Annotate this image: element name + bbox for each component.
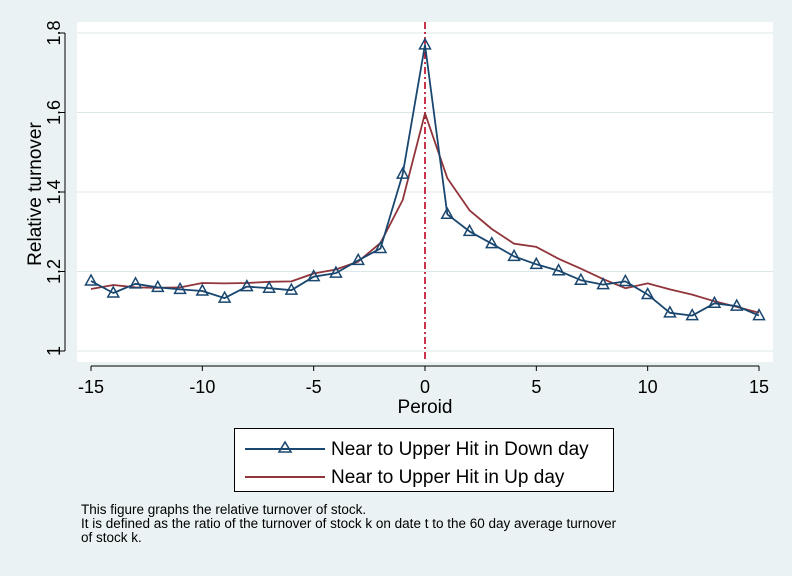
data-point-marker (596, 277, 610, 290)
data-point-marker (618, 273, 633, 287)
y-tick-label: 1 (44, 346, 64, 356)
data-point-marker (395, 166, 410, 179)
x-tick-label: 15 (749, 377, 769, 397)
x-tick-label: -15 (78, 377, 104, 397)
data-point-marker (351, 252, 365, 266)
x-tick-label: 10 (638, 377, 658, 397)
data-point-marker (729, 298, 744, 311)
series-line-up-day (90, 112, 760, 314)
data-point-marker (507, 248, 521, 262)
data-point-marker (173, 281, 187, 295)
x-tick-label: -5 (306, 377, 322, 397)
data-point-marker (418, 37, 432, 50)
data-point-marker (217, 290, 232, 303)
data-point-marker (640, 286, 655, 300)
data-point-marker (373, 240, 388, 254)
legend-item-down-day: Near to Upper Hit in Down day (235, 435, 613, 463)
series-lines (84, 37, 766, 321)
data-point-marker (329, 265, 343, 278)
figure-note: This figure graphs the relative turnover… (81, 503, 761, 545)
axes: 1 1.2 1.4 1.6 1.8 -15 -10 -5 0 5 10 15 (44, 20, 769, 397)
x-axis-label: Peroid (398, 397, 453, 418)
data-point-marker (685, 308, 699, 321)
data-point-marker (440, 206, 455, 220)
data-point-marker (663, 305, 677, 318)
y-tick-label: 1.4 (44, 179, 64, 204)
data-point-marker (262, 280, 276, 293)
data-point-marker (551, 263, 566, 276)
data-point-marker (195, 283, 210, 296)
data-point-marker (529, 256, 544, 270)
x-tick-label: 5 (531, 377, 541, 397)
legend-swatch-line (245, 476, 325, 478)
data-point-marker (106, 285, 121, 298)
legend: Near to Upper Hit in Down day Near to Up… (234, 428, 614, 492)
legend-item-up-day: Near to Upper Hit in Up day (235, 463, 613, 491)
note-line-1: This figure graphs the relative turnover… (81, 502, 367, 517)
data-point-marker (240, 279, 254, 292)
x-tick-label: 0 (420, 377, 430, 397)
data-point-marker (485, 236, 499, 249)
data-point-marker (306, 269, 321, 282)
series-line-down-day (90, 44, 760, 317)
note-line-3: of stock k. (81, 530, 142, 545)
y-tick-label: 1.6 (44, 100, 64, 125)
legend-swatch-triangle-line (245, 440, 325, 453)
note-line-2: It is defined as the ratio of the turnov… (81, 516, 617, 531)
y-tick-label: 1.8 (44, 20, 64, 45)
y-axis-label: Relative turnover (25, 122, 46, 266)
legend-label-down-day: Near to Upper Hit in Down day (331, 439, 589, 460)
data-point-marker (128, 276, 143, 289)
y-tick-label: 1.2 (44, 259, 64, 284)
data-point-marker (752, 308, 766, 321)
data-point-marker (707, 295, 722, 309)
data-point-marker (84, 273, 98, 286)
data-point-marker (284, 282, 299, 295)
data-point-marker (462, 223, 477, 237)
x-tick-label: -10 (189, 377, 215, 397)
legend-label-up-day: Near to Upper Hit in Up day (331, 467, 565, 488)
data-point-marker (151, 279, 165, 293)
data-point-marker (574, 272, 588, 285)
